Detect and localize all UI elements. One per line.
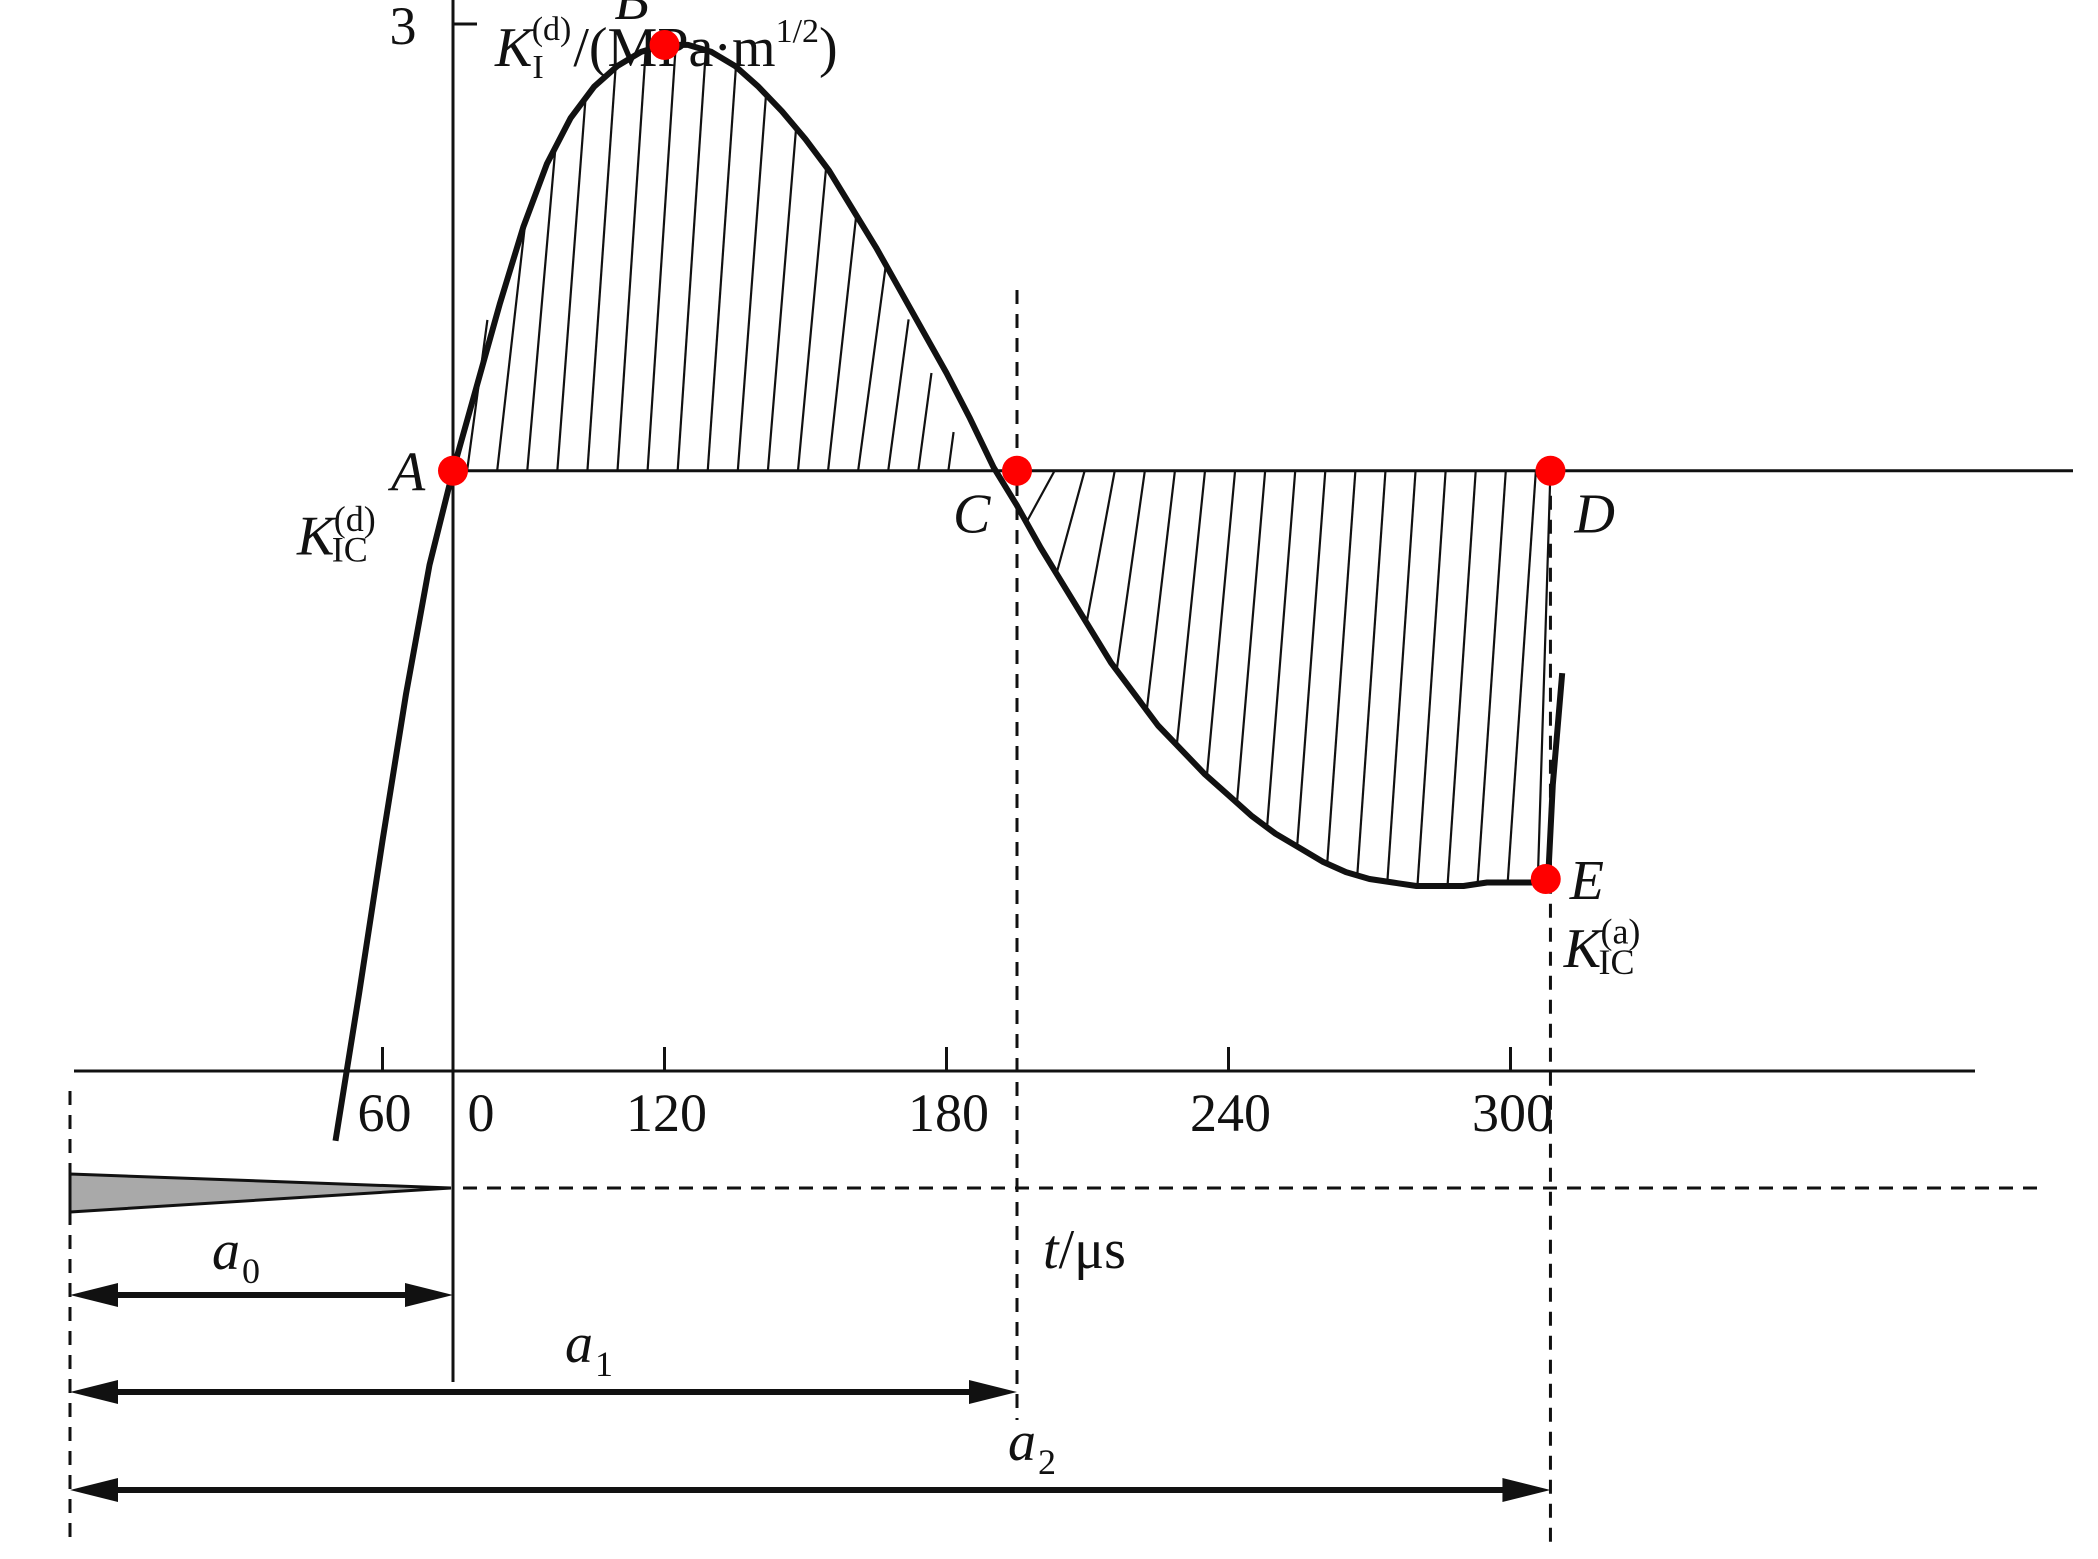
point-marker-b (649, 29, 680, 60)
hatch-line (1115, 470, 1146, 671)
hatch-line (616, 50, 647, 471)
hatch-line (1085, 470, 1116, 623)
hatch-line (676, 50, 707, 471)
point-marker-a (438, 455, 468, 486)
hatch-line (1536, 470, 1552, 882)
crack-length-label: a (1008, 1411, 1036, 1473)
k-ic-dynamic-label-subscript: IC (332, 529, 368, 569)
axis-labels: KI(d)/(MPa·m1/2)t/μs (494, 11, 1126, 1281)
hatch-line (556, 98, 587, 471)
guide-lines (68, 290, 2045, 1545)
x-tick-label: 0 (468, 1083, 495, 1143)
hatch-line (586, 67, 617, 471)
crack-schematic: a 0a 1a 2 (68, 1172, 1551, 1502)
curves (332, 41, 1566, 1142)
crack-length-subscript: 0 (242, 1251, 260, 1291)
initial-crack (68, 1172, 452, 1214)
hatch-line (766, 127, 798, 471)
hatch-line (526, 147, 557, 471)
x-tick-label: 240 (1190, 1083, 1271, 1143)
k-ic-arrest-label-superscript: (a) (1600, 912, 1640, 952)
hatch-line (496, 221, 527, 471)
crack-length-label: a (565, 1313, 593, 1375)
point-label-c: C (953, 484, 991, 546)
hatch-line (796, 166, 828, 471)
point-label-b: B (615, 0, 649, 32)
k-ic-dynamic-label: KIC(d) (296, 499, 376, 569)
k-ic-arrest-label-symbol: K (1563, 918, 1604, 980)
hatch-line (1416, 470, 1447, 887)
hatch-line (1265, 470, 1297, 828)
point-marker-e (1530, 864, 1561, 895)
k-ic-dynamic-label-symbol: K (296, 506, 337, 568)
hatch-line (1055, 470, 1086, 574)
hatch-line (1326, 470, 1357, 864)
hatch-line (1296, 470, 1327, 847)
hatch-line (826, 214, 858, 471)
k-ic-dynamic-label-superscript: (d) (334, 499, 376, 539)
stress-intensity-curve (332, 41, 1566, 1142)
point-label-e: E (1569, 850, 1604, 912)
x-tick-label: 60 (358, 1083, 412, 1143)
x-axis-label: t/μs (1043, 1219, 1126, 1281)
crack-length-label: a (212, 1220, 240, 1282)
hatch-line (1446, 470, 1477, 887)
tick-labels: 3 60 0 120 180 240 300 (358, 0, 1554, 1143)
hatch-line (1386, 470, 1417, 882)
hatch-line (1025, 470, 1056, 523)
arrow-head-right (1502, 1478, 1551, 1502)
point-marker-c (1002, 455, 1032, 486)
hatch-line (887, 319, 910, 471)
hatch-line (736, 94, 768, 471)
arrow-head-left (70, 1283, 118, 1307)
hatch-line (1235, 470, 1267, 803)
hatch-line (947, 431, 955, 471)
hatch-line (706, 66, 738, 471)
arrow-head-left (70, 1478, 118, 1502)
hatched-regions (466, 44, 1552, 887)
hatch-line (917, 372, 933, 471)
arrow-head-right (969, 1380, 1017, 1404)
k-ic-arrest-label: KIC(a) (1563, 912, 1641, 982)
point-label-d: D (1573, 484, 1614, 546)
hatch-line (1356, 470, 1387, 876)
point-marker-d (1535, 455, 1566, 486)
arrow-head-right (405, 1283, 453, 1307)
hatch-line (1145, 470, 1177, 711)
axes (74, 0, 2073, 1382)
hatch-line (1476, 470, 1507, 885)
hatch-line (1205, 470, 1237, 777)
y-tick-label: 3 (390, 0, 417, 56)
crack-length-subscript: 2 (1038, 1442, 1056, 1482)
crack-length-subscript: 1 (595, 1344, 613, 1384)
x-tick-label: 180 (908, 1083, 989, 1143)
x-tick-label: 120 (626, 1083, 707, 1143)
hatch-line (646, 44, 677, 471)
hatch-line (857, 265, 887, 471)
hatch-line (1506, 470, 1537, 883)
point-label-a: A (387, 442, 426, 504)
x-tick-label: 300 (1472, 1083, 1553, 1143)
arrow-head-left (70, 1380, 118, 1404)
k-ic-arrest-label-subscript: IC (1598, 942, 1634, 982)
hatch-line (1175, 470, 1207, 746)
